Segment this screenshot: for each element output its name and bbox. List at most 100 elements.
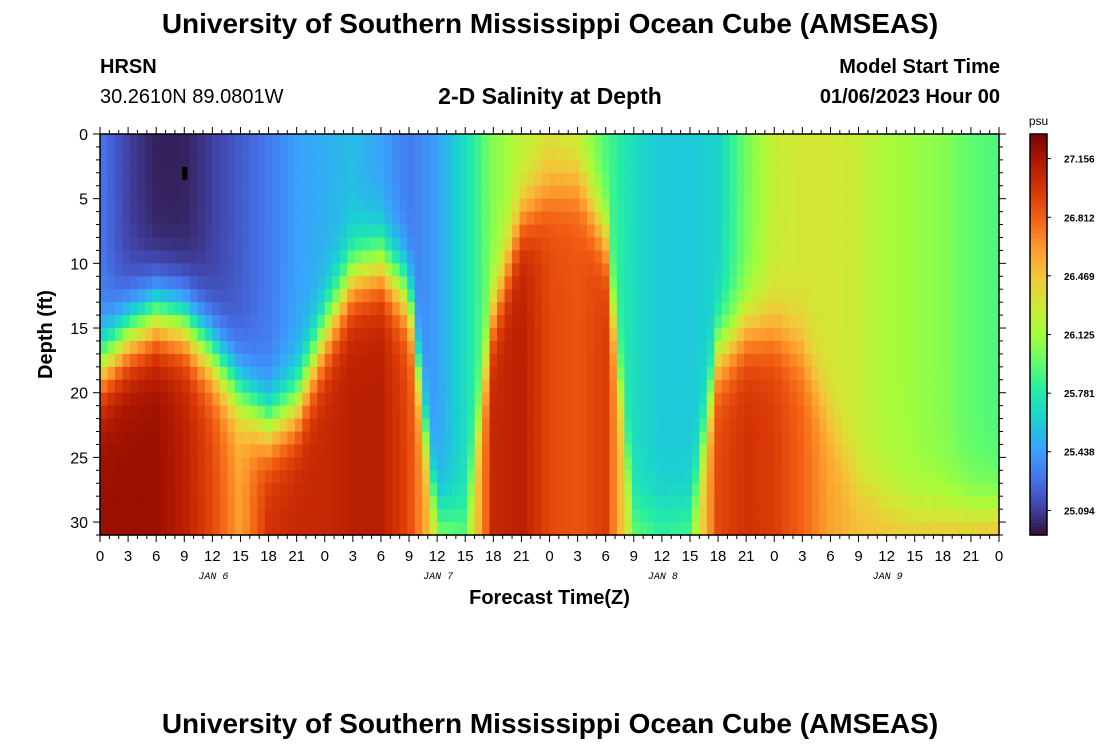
heatmap-cell: [624, 237, 633, 252]
heatmap-cell: [317, 405, 326, 420]
heatmap-cell: [332, 379, 341, 394]
heatmap-cell: [969, 509, 978, 523]
heatmap-cell: [100, 134, 109, 148]
heatmap-cell: [362, 289, 371, 303]
heatmap-cell: [646, 522, 655, 536]
heatmap-cell: [564, 146, 573, 161]
heatmap-cell: [362, 522, 371, 536]
heatmap-cell: [564, 315, 573, 329]
heatmap-cell: [489, 366, 498, 381]
heatmap-cell: [684, 483, 693, 497]
heatmap-cell: [556, 431, 566, 446]
heatmap-cell: [272, 211, 281, 226]
heatmap-cell: [332, 237, 341, 252]
heatmap-cell: [527, 457, 536, 471]
heatmap-cell: [317, 315, 326, 329]
heatmap-cell: [901, 302, 910, 316]
heatmap-cell: [706, 470, 715, 484]
heatmap-cell: [751, 431, 760, 446]
heatmap-cell: [272, 366, 281, 381]
heatmap-cell: [594, 224, 603, 239]
heatmap-cell: [549, 198, 558, 213]
heatmap-cell: [871, 509, 880, 523]
heatmap-cell: [174, 392, 184, 407]
heatmap-cell: [579, 392, 588, 407]
heatmap-cell: [467, 211, 476, 226]
heatmap-cell: [556, 289, 566, 303]
heatmap-cell: [676, 522, 685, 536]
heatmap-cell: [946, 457, 955, 471]
heatmap-cell: [489, 146, 498, 161]
heatmap-cell: [137, 172, 146, 187]
heatmap-cell: [429, 431, 438, 446]
heatmap-cell: [886, 379, 895, 394]
heatmap-cell: [384, 483, 393, 497]
heatmap-cell: [894, 276, 903, 290]
heatmap-cell: [579, 159, 588, 174]
heatmap-cell: [429, 509, 438, 523]
heatmap-cell: [781, 263, 790, 277]
heatmap-cell: [542, 483, 551, 497]
page-title: University of Southern Mississippi Ocean…: [161, 8, 939, 39]
heatmap-cell: [841, 496, 850, 510]
heatmap-cell: [527, 366, 536, 381]
heatmap-cell: [886, 457, 895, 471]
heatmap-cell: [961, 457, 970, 471]
heatmap-cell: [527, 405, 536, 420]
heatmap-cell: [174, 289, 184, 303]
heatmap-cell: [594, 289, 603, 303]
heatmap-cell: [407, 237, 416, 252]
heatmap-cell: [279, 276, 288, 290]
heatmap-cell: [789, 418, 798, 433]
heatmap-cell: [219, 134, 228, 148]
heatmap-cell: [699, 522, 708, 536]
heatmap-cell: [287, 211, 296, 226]
heatmap-cell: [152, 379, 161, 394]
heatmap-cell: [392, 353, 401, 368]
heatmap-cell: [429, 392, 438, 407]
x-tick-label: 6: [826, 548, 834, 565]
heatmap-cell: [781, 224, 790, 239]
heatmap-cell: [691, 263, 700, 277]
heatmap-cell: [759, 431, 768, 446]
heatmap-cell: [556, 418, 566, 433]
heatmap-cell: [826, 353, 835, 368]
colorbar-tick-label: 25.438: [1064, 448, 1095, 459]
heatmap-cell: [189, 263, 198, 277]
heatmap-cell: [804, 340, 813, 355]
heatmap-cell: [609, 185, 618, 200]
heatmap-cell: [834, 392, 843, 407]
heatmap-cell: [736, 431, 745, 446]
heatmap-cell: [122, 315, 131, 329]
heatmap-cell: [347, 315, 356, 329]
heatmap-cell: [594, 146, 603, 161]
heatmap-cell: [414, 328, 423, 342]
heatmap-cell: [549, 211, 558, 226]
heatmap-cell: [452, 444, 461, 458]
heatmap-cell: [444, 250, 453, 264]
heatmap-cell: [879, 509, 888, 523]
heatmap-cell: [159, 289, 169, 303]
heatmap-cell: [527, 522, 536, 536]
heatmap-cell: [826, 392, 835, 407]
heatmap-cell: [991, 328, 1000, 342]
heatmap-cell: [871, 263, 880, 277]
heatmap-cell: [931, 328, 940, 342]
heatmap-cell: [369, 522, 378, 536]
heatmap-cell: [661, 302, 670, 316]
heatmap-cell: [339, 302, 348, 316]
heatmap-cell: [691, 353, 700, 368]
heatmap-cell: [264, 340, 273, 355]
x-tick-label: 15: [232, 548, 249, 565]
heatmap-cell: [197, 522, 206, 536]
heatmap-cell: [264, 444, 273, 458]
heatmap-cell: [639, 302, 648, 316]
heatmap-cell: [549, 353, 558, 368]
heatmap-cell: [204, 340, 213, 355]
heatmap-cell: [114, 224, 124, 239]
heatmap-cell: [781, 250, 790, 264]
heatmap-cell: [631, 328, 640, 342]
heatmap-cell: [894, 522, 903, 536]
heatmap-cell: [639, 185, 648, 200]
heatmap-cell: [497, 237, 506, 252]
